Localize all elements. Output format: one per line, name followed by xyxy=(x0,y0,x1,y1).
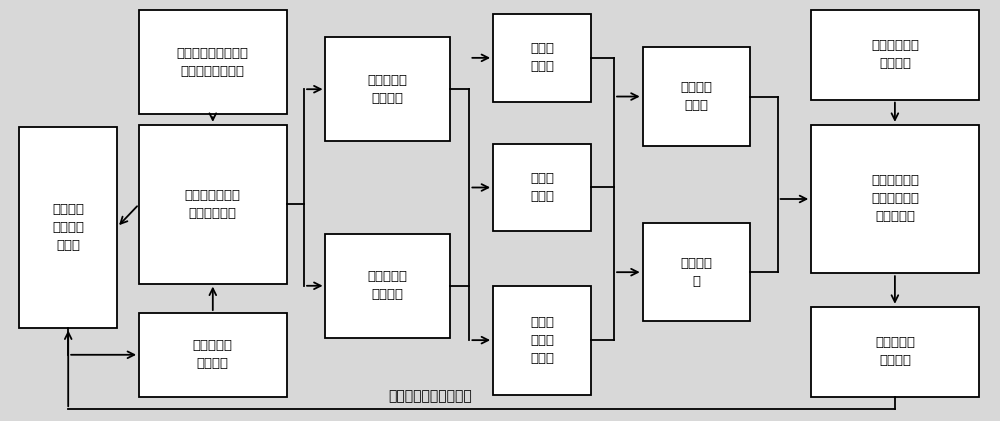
Text: 轴承处振
动响应: 轴承处振 动响应 xyxy=(680,81,712,112)
FancyBboxPatch shape xyxy=(139,313,287,397)
Text: 转速、轴瓦间隙、入
口油温等运行参数: 转速、轴瓦间隙、入 口油温等运行参数 xyxy=(177,47,249,77)
Text: 不平衡
量相位
差组合: 不平衡 量相位 差组合 xyxy=(530,316,554,365)
Text: 不平衡量的
控制策略: 不平衡量的 控制策略 xyxy=(875,336,915,367)
FancyBboxPatch shape xyxy=(643,48,750,146)
FancyBboxPatch shape xyxy=(643,223,750,321)
Text: 不平衡
量位置: 不平衡 量位置 xyxy=(530,43,554,73)
Text: 不平衡激励
响应分析: 不平衡激励 响应分析 xyxy=(368,74,408,105)
FancyBboxPatch shape xyxy=(493,144,591,232)
FancyBboxPatch shape xyxy=(811,125,979,273)
FancyBboxPatch shape xyxy=(493,286,591,394)
FancyBboxPatch shape xyxy=(811,10,979,100)
Text: 基于有限元的转
子动力学建模: 基于有限元的转 子动力学建模 xyxy=(185,189,241,220)
FancyBboxPatch shape xyxy=(19,127,117,328)
FancyBboxPatch shape xyxy=(493,14,591,102)
Text: 转子稳定
性: 转子稳定 性 xyxy=(680,257,712,288)
FancyBboxPatch shape xyxy=(325,37,450,141)
FancyBboxPatch shape xyxy=(811,306,979,397)
FancyBboxPatch shape xyxy=(139,125,287,284)
Text: 涡轮增压
器转子结
构设计: 涡轮增压 器转子结 构设计 xyxy=(52,203,84,252)
Text: 不平衡
量大小: 不平衡 量大小 xyxy=(530,172,554,203)
FancyBboxPatch shape xyxy=(325,234,450,338)
Text: 动力学模型
实验验证: 动力学模型 实验验证 xyxy=(193,339,233,370)
Text: 不平衡量对涡
轮增压器转子
的响应规律: 不平衡量对涡 轮增压器转子 的响应规律 xyxy=(871,174,919,224)
Text: 优化转子结构设计参数: 优化转子结构设计参数 xyxy=(388,389,472,404)
FancyBboxPatch shape xyxy=(139,10,287,115)
Text: 临界转速与
振型分析: 临界转速与 振型分析 xyxy=(368,270,408,301)
Text: 转子结构运行
实际情况: 转子结构运行 实际情况 xyxy=(871,39,919,70)
